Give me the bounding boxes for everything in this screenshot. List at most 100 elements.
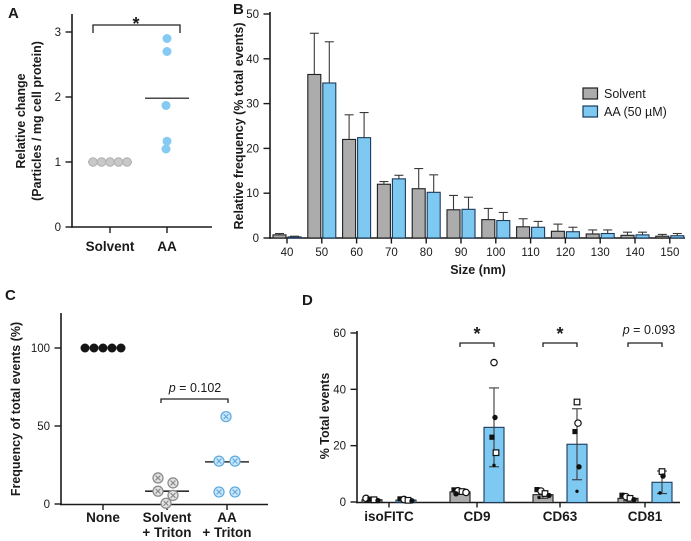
x-tick-label: 140 xyxy=(625,247,644,259)
y-axis-label: Frequency of total events (%) xyxy=(9,322,23,496)
panel-d-bar-chart: 0 20 40 60 % Total events isoFITC CD9 CD63 CD81 *… xyxy=(318,323,680,524)
data-point xyxy=(88,157,98,167)
bar xyxy=(670,235,685,239)
legend-label: Solvent xyxy=(604,87,646,101)
x-tick-label: 90 xyxy=(455,247,468,259)
open-square-marker xyxy=(492,449,500,457)
panel-b-label: B xyxy=(233,1,244,18)
x-category-label: + Triton xyxy=(202,525,251,540)
data-point xyxy=(105,157,115,167)
bar xyxy=(481,219,496,239)
data-point xyxy=(96,157,107,167)
bar xyxy=(426,191,441,239)
y-tick-label: 1 xyxy=(55,157,61,169)
x-category-label: isoFITC xyxy=(364,509,414,524)
y-tick-label: 0 xyxy=(44,499,50,511)
y-tick-label: 40 xyxy=(333,384,346,396)
x-tick-label: 130 xyxy=(591,247,610,259)
significance-star: * xyxy=(556,324,563,344)
panel-c-dot-plot: 0 50 100 Frequency of total events (%) None S… xyxy=(9,313,268,540)
y-tick-label: 20 xyxy=(333,441,346,453)
x-tick-label: 100 xyxy=(486,247,505,259)
crossed-circle-marker xyxy=(216,489,222,495)
y-tick-label: 100 xyxy=(31,343,50,355)
x-tick-label: 50 xyxy=(315,247,328,259)
panel-a-dot-plot: 0 1 2 3 Relative change (Particles / mg cell … xyxy=(14,14,212,254)
x-category-label: CD63 xyxy=(543,509,578,524)
y-axis-label: (Particles / mg cell protein) xyxy=(30,41,44,201)
significance-bracket xyxy=(92,24,181,33)
bar xyxy=(357,137,372,239)
crossed-circle-marker xyxy=(155,488,161,495)
y-tick-label: 30 xyxy=(246,99,259,111)
x-tick-label: 120 xyxy=(556,247,575,259)
y-tick-label: 60 xyxy=(333,328,346,340)
bar xyxy=(411,188,426,239)
crossed-circle-marker xyxy=(163,500,169,507)
x-category-label: + Triton xyxy=(142,525,191,540)
filled-square-marker xyxy=(451,487,457,493)
bar xyxy=(391,178,406,239)
dot-marker xyxy=(537,495,541,500)
bar xyxy=(600,232,615,239)
x-category-label: AA xyxy=(157,239,177,254)
legend-swatch xyxy=(582,105,599,118)
panel-d-label: D xyxy=(302,292,313,309)
crossed-circle-marker xyxy=(216,458,222,464)
filled-square-marker xyxy=(367,496,373,502)
crossed-circle-marker xyxy=(170,492,176,499)
data-point xyxy=(161,100,171,110)
bar xyxy=(496,219,511,239)
dot-marker xyxy=(575,489,579,493)
y-tick-label: 0 xyxy=(253,233,259,245)
y-tick-label: 3 xyxy=(55,27,61,39)
x-tick-label: 150 xyxy=(660,247,679,259)
dot-marker xyxy=(658,491,662,495)
filled-circle-marker xyxy=(660,473,666,479)
data-point xyxy=(98,343,108,353)
filled-circle-marker xyxy=(453,491,459,497)
open-circle-marker xyxy=(574,419,582,427)
x-category-label: None xyxy=(86,510,120,525)
data-point xyxy=(162,136,172,146)
bar xyxy=(531,226,546,239)
data-point xyxy=(122,157,132,167)
y-axis-label: Relative change xyxy=(14,73,28,168)
y-tick-label: 10 xyxy=(246,188,259,200)
significance-bracket xyxy=(459,342,495,347)
p-value-label: p = 0.102 xyxy=(168,381,222,395)
bar xyxy=(376,183,391,239)
x-category-label: CD9 xyxy=(463,509,490,524)
x-tick-label: 60 xyxy=(350,247,363,259)
significance-bracket xyxy=(627,342,663,347)
x-tick-label: 110 xyxy=(521,247,539,259)
bar xyxy=(287,236,302,239)
filled-square-marker xyxy=(534,487,540,493)
filled-circle-marker xyxy=(492,414,498,421)
bar xyxy=(565,231,580,239)
bar xyxy=(655,235,670,239)
filled-circle-marker xyxy=(576,464,582,470)
x-category-label: Solvent xyxy=(143,510,192,525)
bar xyxy=(461,208,476,239)
open-circle-marker xyxy=(490,358,498,367)
bar xyxy=(322,82,337,239)
bar xyxy=(342,138,357,239)
filled-circle-marker xyxy=(409,498,415,504)
p-value-label: p = 0.093 xyxy=(622,323,676,337)
data-point xyxy=(162,34,172,43)
bar xyxy=(272,234,287,239)
crossed-circle-marker xyxy=(223,413,229,420)
panel-a-label: A xyxy=(8,5,19,22)
x-tick-label: 70 xyxy=(385,247,398,259)
dot-marker xyxy=(492,463,496,468)
bar xyxy=(550,230,565,239)
y-tick-label: 0 xyxy=(340,497,346,509)
y-tick-label: 50 xyxy=(37,421,50,433)
y-tick-label: 0 xyxy=(55,222,61,234)
y-axis-label: % Total events xyxy=(318,373,332,460)
y-tick-label: 40 xyxy=(246,54,259,66)
x-category-label: CD81 xyxy=(628,509,663,524)
